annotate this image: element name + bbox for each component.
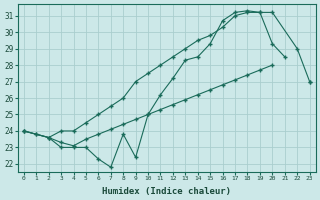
X-axis label: Humidex (Indice chaleur): Humidex (Indice chaleur)	[102, 187, 231, 196]
